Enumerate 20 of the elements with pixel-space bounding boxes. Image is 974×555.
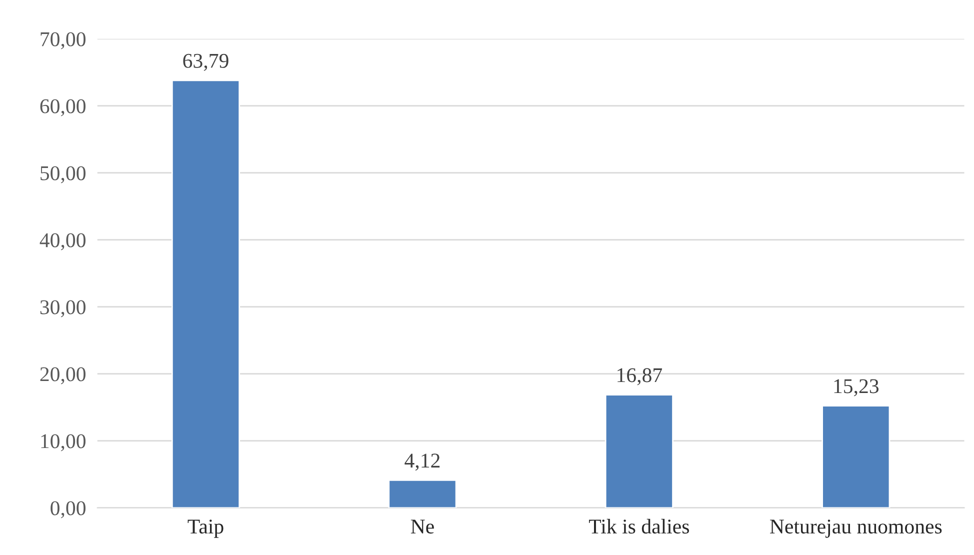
x-tick-label: Taip [188,520,224,538]
data-label: 63,79 [183,54,228,71]
y-tick-label: 70,00 [40,32,86,50]
bar [822,405,890,508]
y-tick-label: 0,00 [50,501,86,518]
y-tick-label: 60,00 [40,99,86,116]
y-tick-label: 50,00 [40,166,86,184]
data-label: 16,87 [618,368,662,386]
x-tick-label: Tik is dalies [589,518,689,534]
bar [388,480,457,508]
data-label: 4,12 [404,454,440,471]
y-tick-label: 40,00 [40,233,86,250]
x-tick-label: Neturejau nuomones [770,520,942,538]
y-tick-label: 30,00 [40,300,86,318]
y-tick-label: 10,00 [41,434,86,452]
data-label: 15,23 [834,379,879,396]
y-tick-label: 20,00 [40,367,86,384]
bar [171,80,240,508]
bar [604,394,674,508]
x-tick-label: Ne [410,520,434,534]
